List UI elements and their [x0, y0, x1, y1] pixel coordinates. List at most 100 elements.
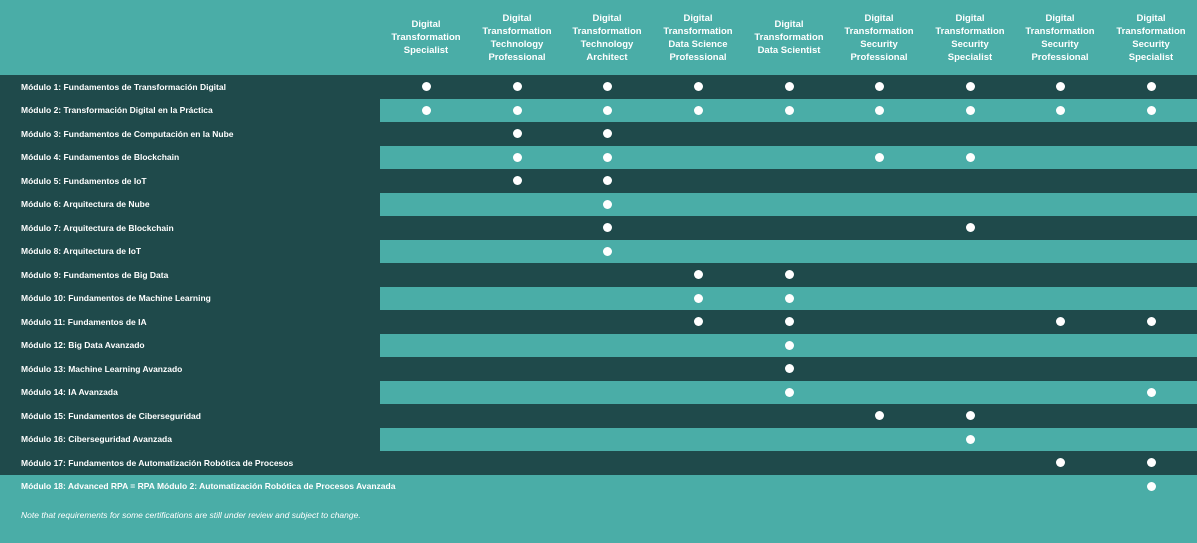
included-dot-icon — [602, 152, 612, 162]
module-row: Módulo 17: Fundamentos de Automatización… — [0, 451, 1197, 475]
module-row: Módulo 14: IA Avanzada — [0, 380, 1197, 404]
included-dot-icon — [784, 270, 794, 280]
module-row: Módulo 11: Fundamentos de IA — [0, 310, 1197, 334]
included-dot-icon — [512, 105, 522, 115]
column-header-2: Digital Transformation Technology Profes… — [482, 12, 552, 63]
module-label: Módulo 18: Advanced RPA = RPA Módulo 2: … — [0, 474, 395, 498]
module-row-band — [380, 404, 1197, 428]
footnote: Note that requirements for some certific… — [21, 510, 361, 520]
module-row: Módulo 10: Fundamentos de Machine Learni… — [0, 286, 1197, 310]
module-label: Módulo 3: Fundamentos de Computación en … — [0, 122, 380, 146]
included-dot-icon — [1146, 387, 1156, 397]
included-dot-icon — [1146, 82, 1156, 92]
included-dot-icon — [421, 105, 431, 115]
included-dot-icon — [1146, 105, 1156, 115]
included-dot-icon — [1055, 317, 1065, 327]
included-dot-icon — [602, 105, 612, 115]
column-header-9: Digital Transformation Security Speciali… — [1116, 12, 1186, 63]
included-dot-icon — [784, 317, 794, 327]
module-row: Módulo 8: Arquitectura de IoT — [0, 239, 1197, 263]
included-dot-icon — [602, 129, 612, 139]
module-row: Módulo 1: Fundamentos de Transformación … — [0, 75, 1197, 99]
included-dot-icon — [784, 82, 794, 92]
module-row: Módulo 13: Machine Learning Avanzado — [0, 357, 1197, 381]
included-dot-icon — [1055, 458, 1065, 468]
header-row: Digital Transformation Specialist Digital… — [0, 0, 1197, 75]
included-dot-icon — [602, 199, 612, 209]
included-dot-icon — [693, 105, 703, 115]
column-header-8: Digital Transformation Security Professi… — [1025, 12, 1095, 63]
module-row-band — [380, 451, 1197, 475]
included-dot-icon — [602, 176, 612, 186]
module-label: Módulo 7: Arquitectura de Blockchain — [0, 216, 380, 240]
included-dot-icon — [1055, 82, 1065, 92]
column-header-1: Digital Transformation Specialist — [391, 19, 461, 56]
included-dot-icon — [965, 82, 975, 92]
included-dot-icon — [693, 317, 703, 327]
module-label: Módulo 2: Transformación Digital en la P… — [0, 98, 380, 122]
included-dot-icon — [965, 434, 975, 444]
included-dot-icon — [1146, 481, 1156, 491]
module-label: Módulo 1: Fundamentos de Transformación … — [0, 75, 380, 99]
included-dot-icon — [965, 105, 975, 115]
column-header-3: Digital Transformation Technology Archit… — [572, 12, 642, 63]
included-dot-icon — [784, 340, 794, 350]
module-label: Módulo 9: Fundamentos de Big Data — [0, 263, 380, 287]
included-dot-icon — [874, 152, 884, 162]
included-dot-icon — [965, 152, 975, 162]
included-dot-icon — [874, 105, 884, 115]
included-dot-icon — [512, 129, 522, 139]
column-header-6: Digital Transformation Security Professi… — [844, 12, 914, 63]
module-label: Módulo 12: Big Data Avanzado — [0, 333, 380, 357]
included-dot-icon — [965, 223, 975, 233]
module-row: Módulo 5: Fundamentos de IoT — [0, 169, 1197, 193]
included-dot-icon — [602, 246, 612, 256]
module-row-band — [380, 122, 1197, 146]
module-label: Módulo 10: Fundamentos de Machine Learni… — [0, 286, 380, 310]
module-label: Módulo 16: Ciberseguridad Avanzada — [0, 427, 380, 451]
included-dot-icon — [693, 293, 703, 303]
module-label: Módulo 4: Fundamentos de Blockchain — [0, 145, 380, 169]
included-dot-icon — [784, 364, 794, 374]
module-label: Módulo 13: Machine Learning Avanzado — [0, 357, 380, 381]
included-dot-icon — [512, 176, 522, 186]
included-dot-icon — [784, 105, 794, 115]
module-row: Módulo 16: Ciberseguridad Avanzada — [0, 427, 1197, 451]
module-row: Módulo 7: Arquitectura de Blockchain — [0, 216, 1197, 240]
included-dot-icon — [693, 270, 703, 280]
module-row: Módulo 2: Transformación Digital en la P… — [0, 98, 1197, 122]
module-label: Módulo 11: Fundamentos de IA — [0, 310, 380, 334]
module-row: Módulo 15: Fundamentos de Ciberseguridad — [0, 404, 1197, 428]
module-row-band — [380, 427, 1197, 451]
module-row: Módulo 3: Fundamentos de Computación en … — [0, 122, 1197, 146]
included-dot-icon — [421, 82, 431, 92]
module-label: Módulo 15: Fundamentos de Ciberseguridad — [0, 404, 380, 428]
included-dot-icon — [512, 82, 522, 92]
included-dot-icon — [693, 82, 703, 92]
module-row-band — [380, 474, 1197, 498]
module-label: Módulo 5: Fundamentos de IoT — [0, 169, 380, 193]
included-dot-icon — [1055, 105, 1065, 115]
column-header-5: Digital Transformation Data Scientist — [754, 19, 824, 56]
module-label: Módulo 17: Fundamentos de Automatización… — [0, 451, 380, 475]
module-row: Módulo 18: Advanced RPA = RPA Módulo 2: … — [0, 474, 1197, 498]
module-label: Módulo 6: Arquitectura de Nube — [0, 192, 380, 216]
included-dot-icon — [1146, 458, 1156, 468]
module-label: Módulo 8: Arquitectura de IoT — [0, 239, 380, 263]
footer: Note that requirements for some certific… — [0, 502, 1197, 543]
included-dot-icon — [965, 411, 975, 421]
included-dot-icon — [784, 293, 794, 303]
module-row-band — [380, 145, 1197, 169]
included-dot-icon — [602, 82, 612, 92]
included-dot-icon — [874, 411, 884, 421]
module-row: Módulo 9: Fundamentos de Big Data — [0, 263, 1197, 287]
included-dot-icon — [1146, 317, 1156, 327]
module-row: Módulo 12: Big Data Avanzado — [0, 333, 1197, 357]
module-row: Módulo 6: Arquitectura de Nube — [0, 192, 1197, 216]
included-dot-icon — [784, 387, 794, 397]
module-row-band — [380, 239, 1197, 263]
column-header-7: Digital Transformation Security Speciali… — [935, 12, 1005, 63]
module-label: Módulo 14: IA Avanzada — [0, 380, 380, 404]
module-row-band — [380, 169, 1197, 193]
